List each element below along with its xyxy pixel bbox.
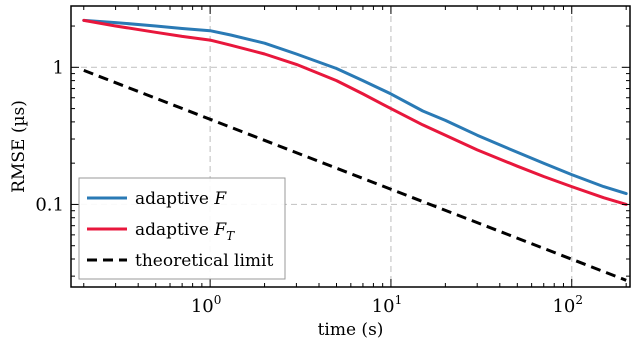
x-tick-label: 100 <box>191 293 222 317</box>
series-line-2 <box>83 69 627 282</box>
series-line-0 <box>82 18 628 196</box>
series-lines <box>82 18 628 282</box>
x-axis-label: time (s) <box>318 320 384 340</box>
y-axis-label: RMSE (µs) <box>9 100 29 193</box>
legend-label-2: theoretical limit <box>135 251 273 271</box>
series-line-1 <box>82 18 628 206</box>
legend-label-1: adaptive FT <box>135 220 235 243</box>
y-tick-label: 1 <box>53 57 64 78</box>
axis-ticks <box>71 6 630 287</box>
x-tick-label: 101 <box>372 293 403 317</box>
legend: adaptive F adaptive FT theoretical limit <box>78 177 286 280</box>
y-tick-label: 0.1 <box>35 194 64 215</box>
x-tick-label: 102 <box>552 293 583 317</box>
tick-labels: 100 101 102 0.1 1 <box>35 57 583 317</box>
legend-label-0: adaptive F <box>135 189 227 209</box>
